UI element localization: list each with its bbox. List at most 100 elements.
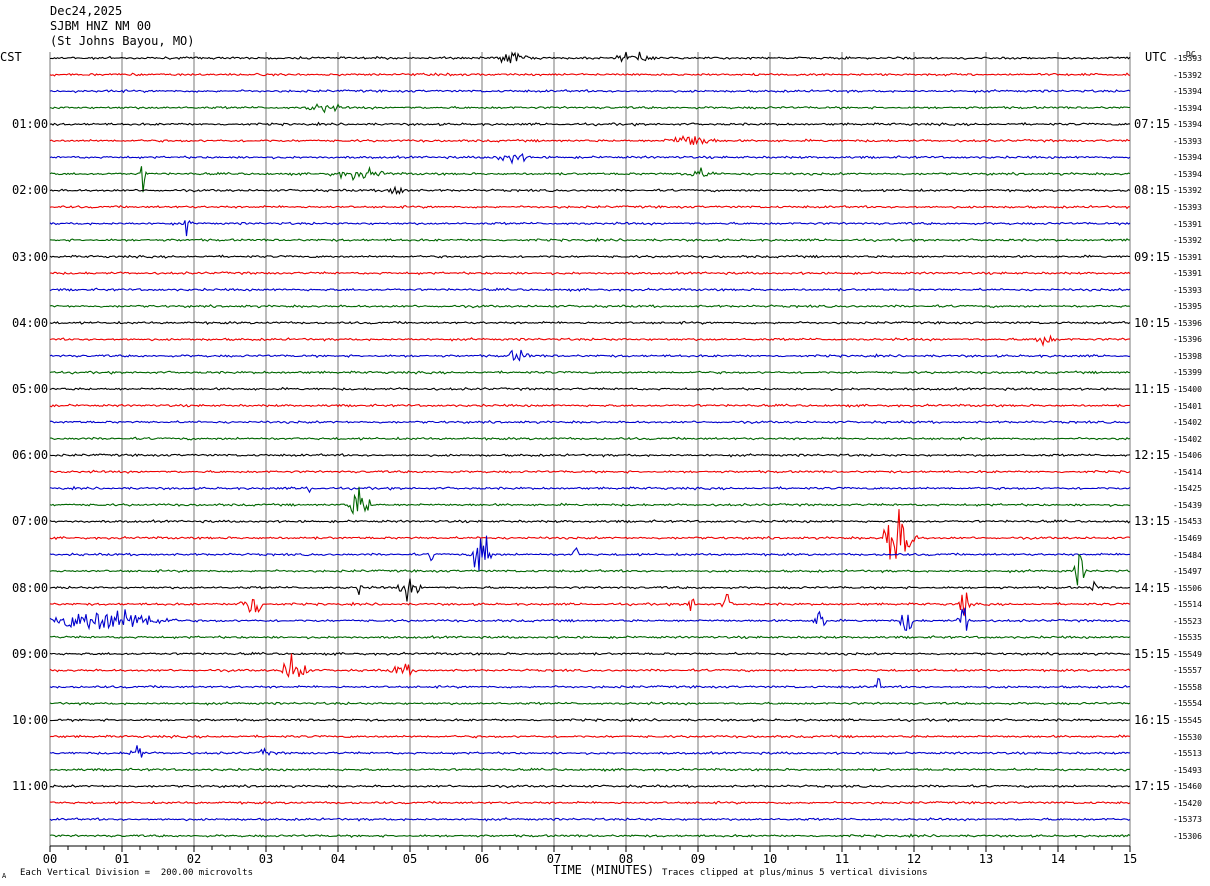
trace-row-12 [49, 254, 1131, 259]
trace-row-10 [49, 220, 1131, 237]
trace-row-43 [49, 767, 1131, 772]
x-tick-label-02: 02 [187, 852, 201, 866]
dc-offset-label: -15306 [1173, 831, 1202, 841]
trace-row-47 [49, 833, 1131, 838]
cst-label: 07:00 [12, 514, 49, 529]
dc-offset-label: -15425 [1173, 484, 1202, 494]
cst-label: 05:00 [12, 382, 49, 396]
trace-row-45 [49, 800, 1131, 805]
trace-row-1 [49, 72, 1131, 77]
utc-label: 12:15 [1134, 448, 1171, 463]
dc-offset-label: -15493 [1173, 765, 1202, 775]
utc-label: 11:15 [1134, 382, 1171, 396]
clip-note: Traces clipped at plus/minus 5 vertical … [662, 868, 928, 878]
trace-row-2 [49, 88, 1131, 94]
scale-note: Each Vertical Division = 200.00 microvol… [20, 868, 253, 878]
dc-offset-label: -15394 [1173, 103, 1202, 113]
utc-label: 13:15 [1134, 514, 1171, 529]
x-tick-label-15: 15 [1123, 852, 1137, 866]
dc-offset-label: -15392 [1173, 70, 1202, 80]
cst-label: 04:00 [12, 315, 49, 330]
utc-label: 16:15 [1134, 713, 1171, 727]
trace-row-46 [49, 817, 1131, 822]
dc-offset-label: -15453 [1173, 517, 1202, 527]
dc-offset-label: -15392 [1173, 186, 1202, 196]
dc-offset-label: -15469 [1173, 533, 1202, 543]
dc-offset-label: -15439 [1173, 500, 1202, 510]
dc-offset-label: -15506 [1173, 583, 1202, 593]
trace-row-30 [49, 535, 1130, 572]
trace-row-35 [49, 635, 1131, 640]
trace-row-23 [50, 436, 1131, 441]
time-axis: 00 01 02 03 04 05 06 07 08 09 10 11 12 13 14 15 [43, 845, 1137, 866]
cst-label: 06:00 [12, 448, 49, 463]
trace-row-8 [49, 185, 1131, 195]
trace-row-5 [49, 134, 1131, 146]
dc-offset-label: -15558 [1173, 682, 1202, 692]
trace-row-4 [49, 121, 1131, 127]
trace-row-31 [49, 553, 1131, 586]
trace-row-33 [49, 592, 1131, 617]
trace-row-0 [49, 51, 1131, 64]
dc-offset-label: -15554 [1173, 699, 1202, 709]
trace-row-44 [49, 784, 1131, 789]
dc-offset-label: -15545 [1173, 716, 1202, 725]
cst-label: 01:00 [12, 117, 49, 132]
dc-offset-label: -15549 [1173, 649, 1202, 659]
x-tick-label-12: 12 [907, 852, 921, 866]
cst-label: 03:00 [12, 249, 49, 264]
station-location: (St Johns Bayou, MO) [50, 34, 195, 48]
dc-offset-label: -15391 [1173, 219, 1202, 229]
dc-offset-label: -15484 [1173, 550, 1202, 560]
trace-row-6 [49, 153, 1131, 165]
dc-offset-label: -15394 [1173, 153, 1202, 163]
dc-header-label: DC [1186, 50, 1196, 59]
cst-label: 02:00 [12, 183, 49, 198]
trace-row-9 [49, 204, 1130, 210]
trace-rows [49, 51, 1131, 838]
trace-row-20 [49, 386, 1131, 392]
trace-row-18 [49, 349, 1131, 362]
utc-label: 15:15 [1134, 646, 1171, 661]
dc-offset-label: -15391 [1173, 269, 1202, 279]
dc-offset-label: -15393 [1173, 285, 1202, 295]
minute-grid [49, 52, 1131, 846]
dc-offset-label: -15373 [1173, 815, 1202, 825]
x-tick-label-08: 08 [619, 852, 633, 866]
trace-row-14 [49, 287, 1131, 292]
station-code: SJBM HNZ NM 00 [50, 19, 152, 33]
utc-label: 14:15 [1134, 580, 1171, 595]
trace-row-32 [49, 578, 1131, 602]
trace-row-3 [49, 103, 1130, 114]
dc-offset-label: -15396 [1173, 318, 1202, 328]
dc-offset-label: -15392 [1173, 236, 1202, 246]
x-tick-label-10: 10 [763, 852, 777, 866]
dc-offset-label: -15400 [1173, 385, 1202, 394]
trace-row-13 [49, 271, 1131, 276]
dc-offset-label: -15395 [1173, 302, 1202, 312]
dc-offset-label: -15391 [1173, 252, 1202, 262]
dc-offset-label: -15557 [1173, 666, 1202, 676]
trace-row-41 [49, 734, 1131, 739]
trace-row-24 [49, 453, 1131, 458]
dc-offset-label: -15513 [1173, 749, 1202, 759]
trace-row-36 [49, 651, 1131, 657]
dc-offset-label: -15393 [1173, 136, 1202, 146]
utc-label: 10:15 [1134, 315, 1171, 330]
dc-offset-label: -15460 [1173, 782, 1202, 792]
trace-row-40 [49, 717, 1131, 723]
cst-label: 11:00 [12, 779, 49, 794]
x-tick-label-09: 09 [691, 852, 705, 866]
utc-label: 09:15 [1134, 249, 1171, 264]
trace-row-37 [49, 653, 1131, 678]
x-axis-title: TIME (MINUTES) [553, 863, 655, 877]
dc-offset-label: -15393 [1173, 202, 1202, 212]
x-tick-label-07: 07 [547, 852, 561, 866]
cst-label: 10:00 [12, 713, 49, 727]
trace-row-39 [49, 701, 1131, 706]
trace-row-21 [49, 403, 1131, 408]
plot-date: Dec24,2025 [50, 4, 123, 18]
trace-row-38 [49, 677, 1131, 690]
dc-offset-label: -15402 [1173, 418, 1202, 428]
